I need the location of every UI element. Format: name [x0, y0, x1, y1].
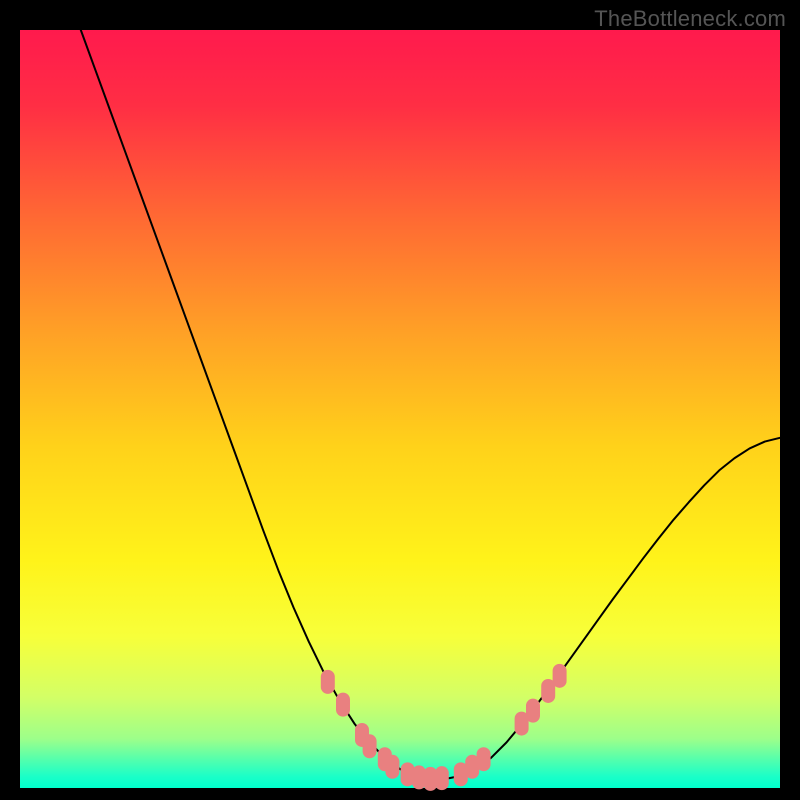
data-marker	[336, 693, 350, 717]
data-marker	[385, 755, 399, 779]
data-marker	[526, 699, 540, 723]
data-marker	[553, 664, 567, 688]
data-marker	[435, 766, 449, 790]
data-marker	[363, 734, 377, 758]
watermark-text: TheBottleneck.com	[594, 6, 786, 32]
data-marker	[321, 670, 335, 694]
plot-background	[20, 30, 780, 788]
bottleneck-chart	[0, 0, 800, 800]
data-marker	[477, 747, 491, 771]
